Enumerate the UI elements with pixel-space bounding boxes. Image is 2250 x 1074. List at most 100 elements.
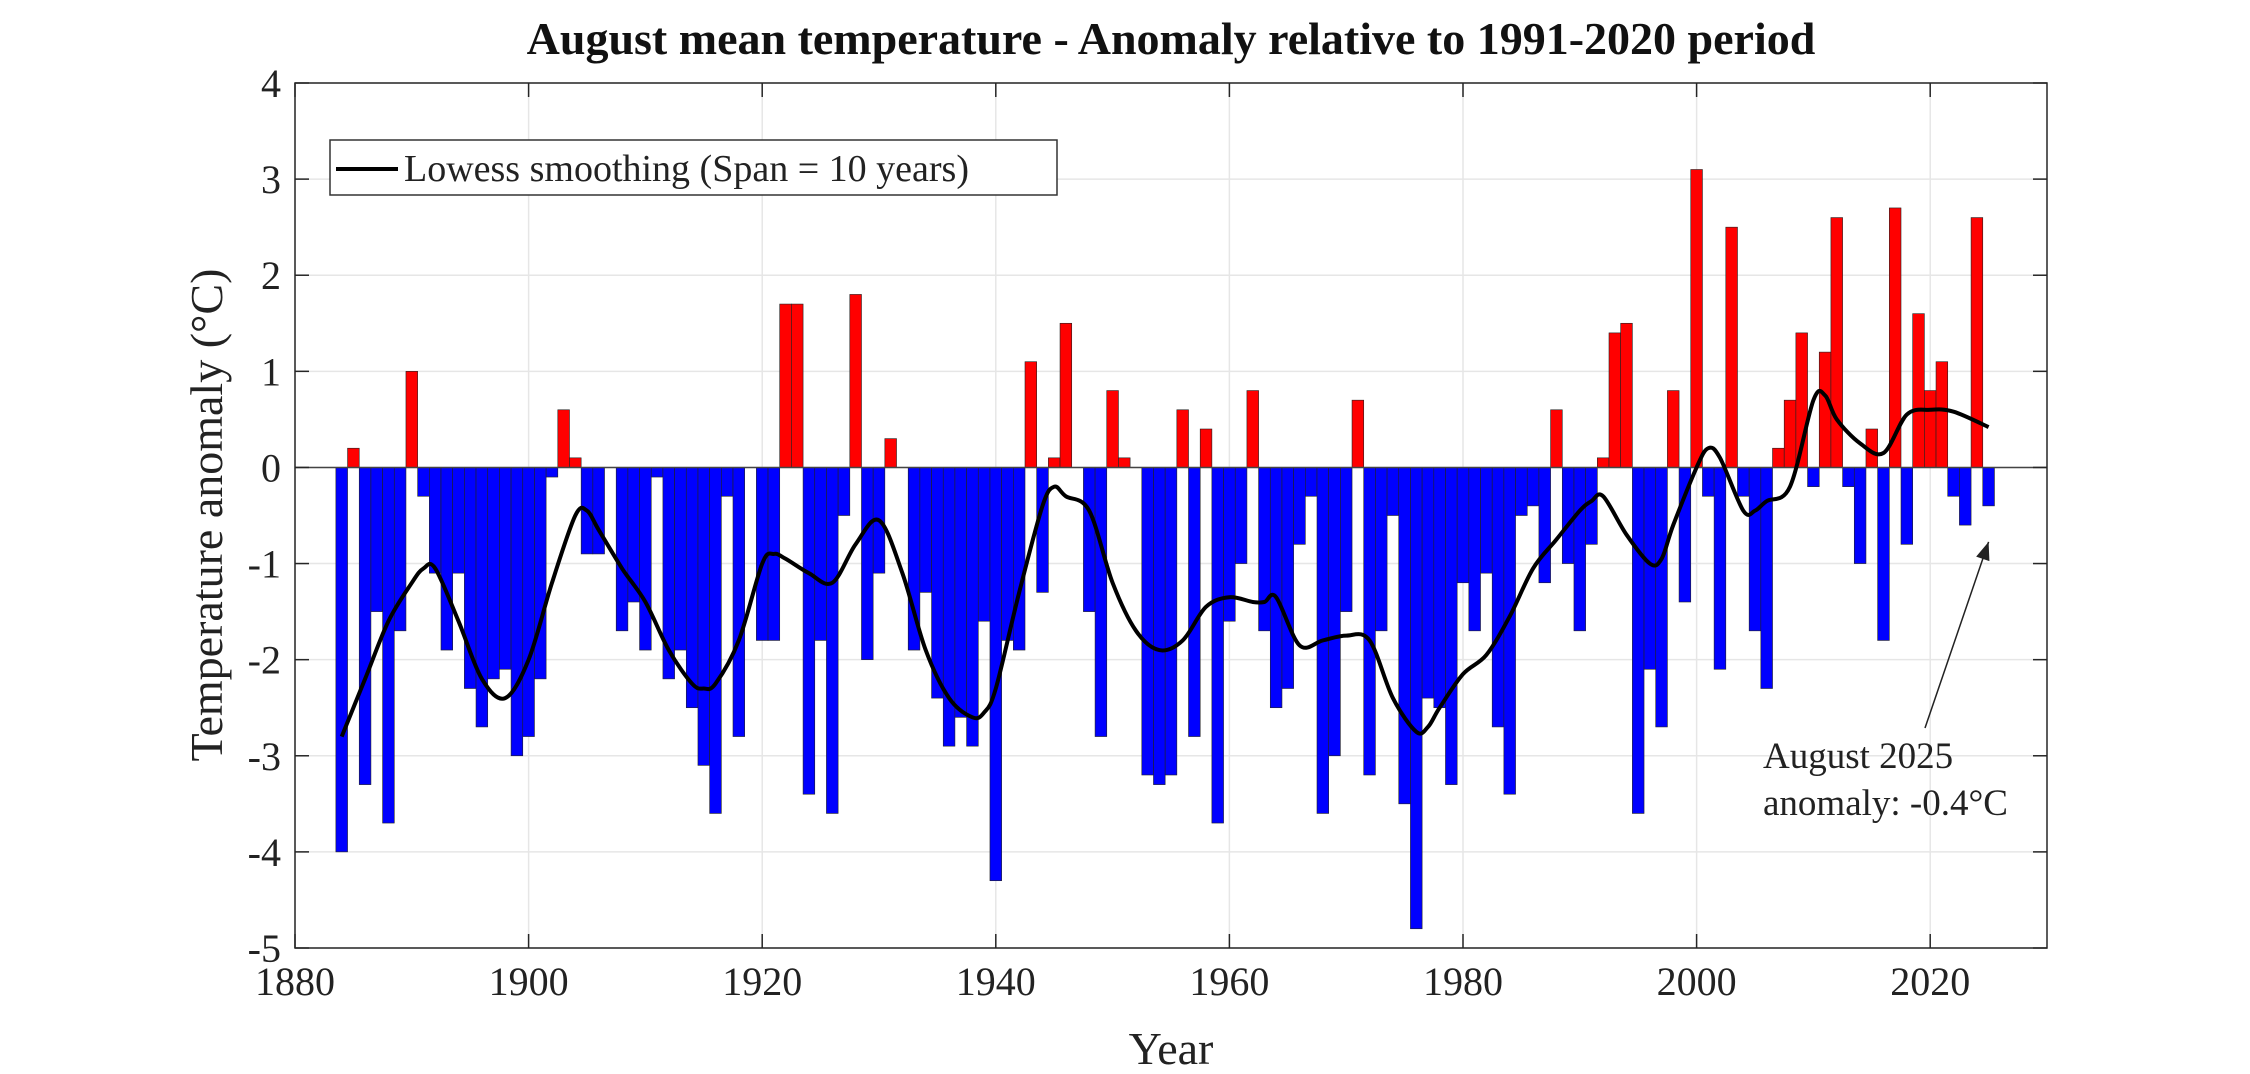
bar-1985: [1515, 467, 1528, 516]
bar-1986: [1526, 467, 1540, 507]
bar-1942: [1013, 467, 1026, 651]
y-tick-label: 2: [261, 253, 281, 298]
bar-2011: [1818, 351, 1832, 468]
bar-1963: [1258, 467, 1271, 632]
bar-1990: [1573, 467, 1586, 632]
bar-1922: [779, 303, 792, 468]
bar-1971: [1351, 399, 1365, 468]
x-tick-label: 1980: [1423, 959, 1503, 1004]
bar-1923: [791, 303, 804, 468]
bar-2024: [1970, 217, 1984, 468]
legend-box: [329, 139, 1058, 196]
bar-1982: [1480, 467, 1493, 574]
bar-1897: [487, 467, 500, 680]
bar-1908: [615, 467, 629, 632]
x-tick-label: 1920: [722, 959, 802, 1004]
y-tick-label: -2: [248, 638, 281, 683]
bar-1989: [1561, 467, 1575, 564]
bar-1898: [499, 467, 512, 670]
bar-1888: [382, 467, 395, 824]
bar-1966: [1293, 467, 1306, 545]
bar-1937: [954, 467, 967, 718]
y-tick-label: 0: [261, 445, 281, 490]
bar-1924: [802, 467, 816, 795]
bar-2014: [1853, 467, 1867, 564]
x-tick-label: 2000: [1657, 959, 1737, 1004]
y-tick-label: -1: [248, 542, 281, 587]
x-tick-label: 1900: [489, 959, 569, 1004]
plot-frame: [294, 82, 2048, 949]
bar-1983: [1491, 467, 1505, 728]
bar-2025: [1982, 467, 1995, 507]
bar-1918: [732, 467, 745, 737]
annotation-line-2: anomaly: -0.4°C: [1763, 783, 2008, 824]
bar-2021: [1935, 361, 1949, 468]
bar-1995: [1632, 467, 1645, 814]
bar-1887: [370, 467, 383, 612]
annotation-arrow: [1924, 541, 1990, 729]
bar-2022: [1947, 467, 1960, 497]
bar-1944: [1036, 467, 1049, 593]
bar-1904: [569, 457, 582, 468]
bar-1946: [1059, 322, 1073, 468]
x-axis-label: Year: [1129, 1023, 1214, 1074]
annotation-arrowhead: [1976, 541, 1990, 562]
bar-1929: [861, 467, 874, 660]
bar-1950: [1106, 390, 1119, 468]
bar-1928: [849, 294, 862, 468]
bar-1980: [1456, 467, 1470, 584]
bar-1925: [814, 467, 827, 641]
bar-1978: [1433, 467, 1446, 709]
bar-2000: [1690, 169, 1703, 468]
bar-1977: [1421, 467, 1435, 699]
bar-1884: [335, 467, 348, 853]
bar-1973: [1375, 467, 1388, 632]
bar-1945: [1048, 457, 1061, 468]
bar-1885: [347, 447, 360, 468]
legend: Lowess smoothing (Span = 10 years): [329, 139, 1058, 196]
y-axis-label: Temperature anomaly (°C): [181, 269, 232, 762]
bar-2013: [1842, 467, 1855, 487]
lowess-smoothing-line: [339, 388, 1990, 738]
annotation-line-1: August 2025: [1763, 736, 1953, 777]
bar-1934: [919, 467, 932, 593]
bar-2004: [1737, 467, 1750, 497]
bar-1894: [452, 467, 465, 574]
bar-2002: [1713, 467, 1727, 670]
x-tick-label: 1880: [255, 959, 335, 1004]
bar-1935: [931, 467, 944, 699]
bar-2016: [1877, 467, 1890, 641]
bars: [335, 169, 1995, 930]
bar-2005: [1748, 467, 1762, 632]
bar-1953: [1141, 467, 1154, 776]
bar-1974: [1386, 467, 1400, 516]
bar-1979: [1445, 467, 1458, 785]
y-tick-label: 4: [261, 61, 281, 106]
bar-1988: [1550, 409, 1563, 468]
bar-1926: [826, 467, 839, 814]
bar-1917: [721, 467, 734, 497]
bar-1976: [1410, 467, 1423, 930]
bar-1959: [1211, 467, 1224, 824]
bar-1914: [685, 467, 699, 709]
x-tick-label: 2020: [1890, 959, 1970, 1004]
bar-1957: [1188, 467, 1201, 737]
bar-1955: [1164, 467, 1178, 776]
bar-2010: [1807, 467, 1820, 487]
bar-1964: [1269, 467, 1283, 709]
bar-1890: [405, 371, 418, 468]
y-tick-label: -5: [248, 926, 281, 971]
bar-1997: [1655, 467, 1668, 728]
bar-1992: [1597, 457, 1610, 468]
bar-1906: [592, 467, 605, 555]
bar-1941: [1001, 467, 1014, 641]
x-tick-label: 1940: [956, 959, 1036, 1004]
bar-1958: [1199, 428, 1213, 468]
y-tick-label: 3: [261, 157, 281, 202]
bar-2003: [1725, 226, 1738, 468]
bar-1981: [1468, 467, 1481, 632]
bar-1949: [1094, 467, 1108, 737]
bar-1998: [1667, 390, 1680, 468]
y-tick-label: 1: [261, 349, 281, 394]
